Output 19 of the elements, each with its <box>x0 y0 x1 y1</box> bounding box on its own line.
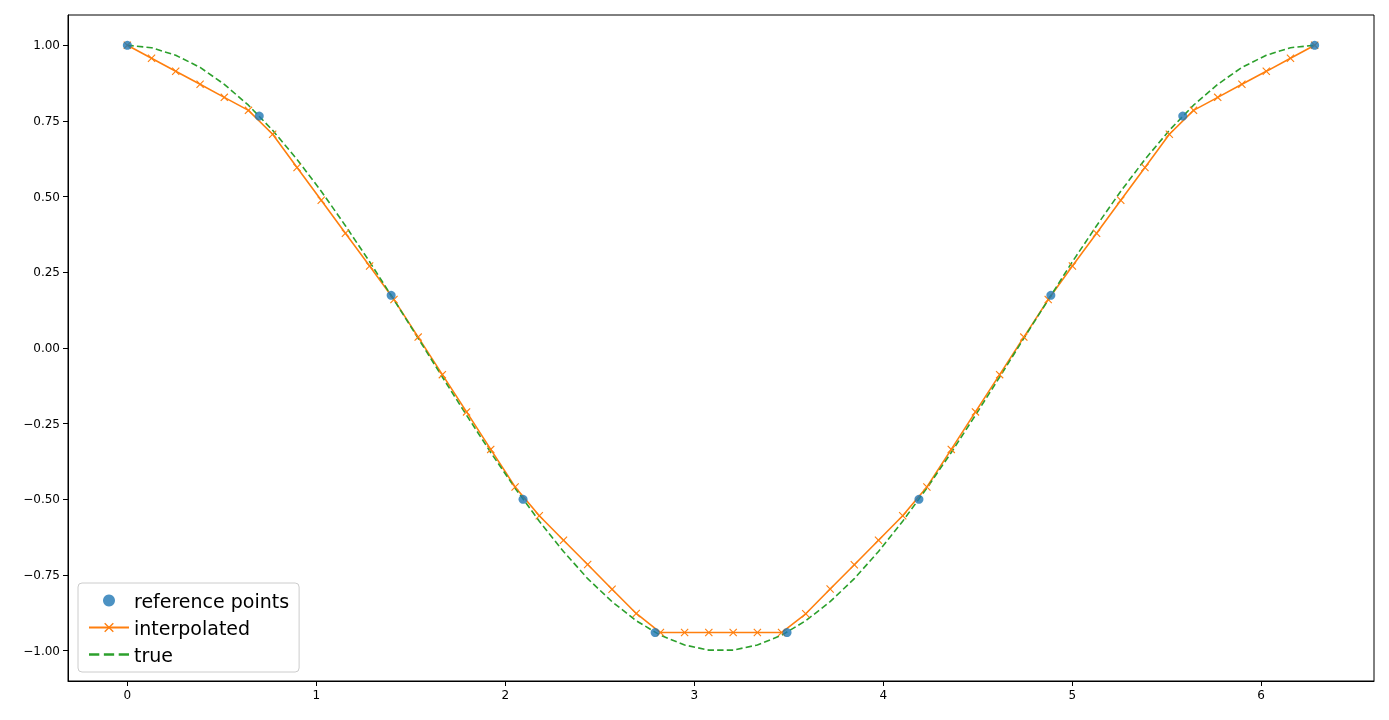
x-tick-label: 2 <box>501 688 510 702</box>
y-tick-label: −0.25 <box>23 416 60 431</box>
y-tick-label: −1.00 <box>23 643 60 658</box>
x-tick-label: 0 <box>123 688 132 702</box>
legend-label: interpolated <box>134 616 251 639</box>
x-tick-label: 6 <box>1257 688 1265 702</box>
legend-label: reference points <box>134 589 290 612</box>
y-tick-label: 1.00 <box>33 38 60 53</box>
y-tick-label: 0.25 <box>33 265 60 280</box>
y-tick-label: 0.75 <box>33 113 60 128</box>
x-tick-label: 4 <box>879 688 888 702</box>
y-tick-label: −0.75 <box>23 568 60 583</box>
x-tick-label: 3 <box>690 688 699 702</box>
y-tick-label: 0.50 <box>33 189 60 204</box>
y-tick-label: −0.50 <box>23 492 60 507</box>
x-tick-label: 1 <box>312 688 321 702</box>
x-tick-label: 5 <box>1068 688 1077 702</box>
legend-label: true <box>134 643 173 666</box>
y-tick-label: 0.00 <box>33 341 60 355</box>
